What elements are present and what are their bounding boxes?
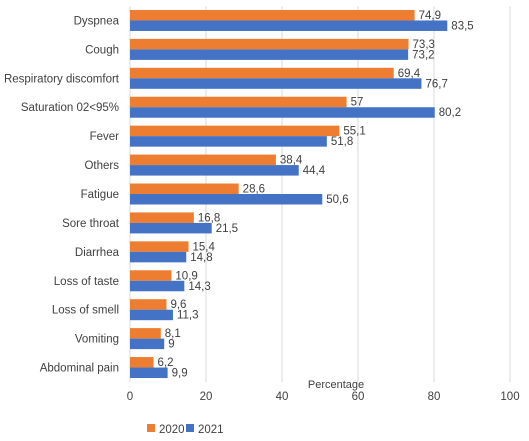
- category-label: Fever: [90, 131, 120, 143]
- category-label: Loss of taste: [54, 276, 119, 288]
- bar-2021: [130, 136, 327, 147]
- data-label-2021: 73,2: [412, 49, 434, 61]
- data-label-2021: 80,2: [439, 107, 461, 119]
- bar-2021: [130, 367, 168, 379]
- bar-2020: [130, 212, 194, 223]
- bar-2020: [130, 328, 161, 339]
- data-label-2020: 16,8: [198, 212, 220, 224]
- data-label-2020: 15,4: [193, 241, 216, 253]
- category-label: Abdominal pain: [40, 363, 119, 375]
- category-label: Respiratory discomfort: [4, 73, 120, 85]
- bar-2020: [130, 270, 172, 281]
- x-tick-label: 80: [428, 391, 441, 403]
- x-tick-label: 60: [352, 391, 365, 403]
- bar-2021: [130, 107, 435, 118]
- bar-2021: [130, 78, 422, 89]
- bar-2020: [130, 9, 415, 21]
- data-label-2020: 6,2: [158, 357, 174, 369]
- data-label-2020: 10,9: [175, 270, 197, 282]
- x-tick-label: 100: [500, 391, 519, 403]
- x-tick-label: 40: [276, 391, 289, 403]
- data-label-2020: 28,6: [243, 184, 265, 196]
- bar-2021: [130, 338, 165, 350]
- bar-2021: [130, 309, 173, 321]
- category-label: Fatigue: [81, 189, 119, 201]
- x-tick-labels: 0 20 40 60 80 100: [127, 391, 520, 403]
- data-labels: 74,9 83,5 73,373,2 69,4 76,7 57 80,2 55,151,8 38…: [158, 10, 474, 380]
- bar-2020: [130, 299, 167, 310]
- data-label-2020: 73,3: [413, 39, 435, 51]
- bar-2021: [130, 165, 299, 176]
- bar-2020: [130, 154, 276, 166]
- category-label: Dyspnea: [74, 15, 120, 27]
- data-label-2021: 76,7: [425, 78, 447, 90]
- bar-2021: [130, 49, 409, 60]
- data-label-2020: 8,1: [165, 328, 181, 340]
- category-label: Loss of smell: [52, 305, 119, 317]
- data-label-2020: 74,9: [419, 10, 441, 22]
- data-label-2020: 55,1: [343, 126, 365, 138]
- data-label-2021: 14,3: [188, 281, 210, 293]
- data-label-2021: 9,9: [172, 368, 188, 380]
- legend: 2020 2021: [147, 424, 224, 436]
- category-label: Sore throat: [62, 218, 120, 230]
- data-label-2020: 69,4: [398, 68, 421, 80]
- bar-2020: [130, 96, 347, 108]
- bars: [130, 9, 448, 379]
- data-label-2020: 38,4: [280, 155, 303, 167]
- bar-2021: [130, 20, 448, 31]
- data-label-2020: 9,6: [170, 299, 186, 311]
- bar-2020: [130, 67, 394, 79]
- category-label: Diarrhea: [75, 247, 120, 259]
- data-label-2020: 57: [351, 97, 364, 109]
- x-tick-label: 20: [200, 391, 213, 403]
- x-axis-title: Percentage: [308, 379, 364, 391]
- legend-label-2020: 2020: [159, 424, 185, 436]
- data-label-2021: 51,8: [331, 136, 353, 148]
- bar-2020: [130, 241, 189, 252]
- bar-2021: [130, 194, 323, 205]
- bar-2021: [130, 222, 212, 234]
- bar-2021: [130, 280, 185, 292]
- category-label: Cough: [85, 44, 119, 56]
- legend-swatch-2020: [147, 424, 155, 432]
- bar-2020: [130, 183, 239, 194]
- bar-2020: [130, 357, 154, 368]
- data-label-2021: 44,4: [303, 165, 326, 177]
- category-labels: Dyspnea Cough Respiratory discomfort Satura…: [4, 15, 120, 374]
- data-label-2021: 14,8: [190, 252, 212, 264]
- category-label: Saturation 02<95%: [21, 102, 119, 114]
- data-label-2021: 21,5: [216, 223, 238, 235]
- x-tick-label: 0: [127, 391, 133, 403]
- bar-2020: [130, 125, 340, 137]
- data-label-2021: 83,5: [451, 20, 473, 32]
- bar-2020: [130, 38, 409, 50]
- data-label-2021: 50,6: [326, 194, 348, 206]
- bar-2021: [130, 251, 187, 263]
- category-label: Others: [84, 160, 119, 172]
- legend-label-2021: 2021: [198, 424, 224, 436]
- category-label: Vomiting: [75, 334, 119, 346]
- data-label-2021: 9: [168, 339, 174, 351]
- data-label-2021: 11,3: [177, 310, 199, 322]
- legend-swatch-2021: [186, 424, 194, 432]
